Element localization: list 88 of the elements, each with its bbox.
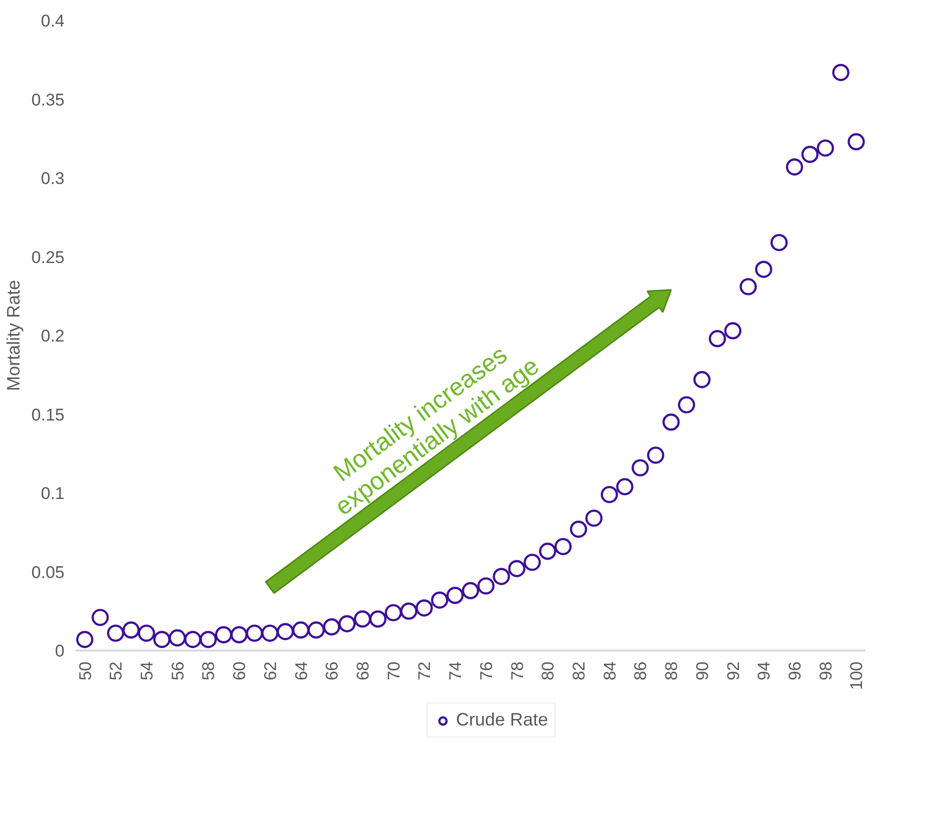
point [168,629,186,646]
point [786,158,804,176]
point [647,446,664,464]
x-tick-label: 98 [816,661,836,680]
point [92,608,109,626]
point [616,478,634,496]
x-tick-label: 50 [76,661,95,680]
x-tick-label: 90 [692,661,712,680]
point [400,602,418,620]
x-tick-label: 92 [724,661,743,680]
x-tick-label: 100 [847,661,866,690]
x-tick-label: 66 [322,661,342,680]
point [816,139,834,157]
x-tick-label: 68 [353,661,372,680]
x-tick-label: 58 [199,661,218,680]
point [431,592,448,609]
x-tick-label: 78 [508,661,527,680]
x-tick-label: 56 [168,661,188,680]
x-tick-label: 64 [292,661,311,680]
point [755,260,772,278]
point [477,577,495,595]
y-tick-label: 0.05 [31,562,65,582]
point [276,623,294,640]
point [740,278,757,296]
point [354,610,372,628]
y-tick-label: 0.15 [31,405,65,424]
x-tick-label: 52 [106,661,126,680]
x-tick-label: 62 [260,661,280,680]
point [122,621,140,639]
point [801,146,819,163]
x-tick-label: 80 [538,661,558,680]
legend-label: Crude Rate [456,710,548,730]
point [585,510,603,527]
x-tick-label: 72 [415,661,434,680]
x-tick-label: 74 [446,661,466,680]
point [215,626,232,644]
y-tick-label: 0.2 [40,326,65,346]
x-tick-label: 76 [476,661,496,680]
x-tick-label: 70 [384,661,404,680]
y-tick-label: 0.25 [31,248,65,267]
y-tick-label: 0 [55,642,65,660]
point [184,630,202,648]
point [724,322,742,340]
point [138,624,156,642]
point [524,554,541,571]
x-tick-label: 84 [600,661,620,680]
point [230,626,248,644]
point [107,624,124,642]
point [662,414,680,431]
point [384,604,402,622]
point [570,520,588,538]
y-tick-label: 0.35 [31,90,65,110]
point [323,618,340,636]
point [446,586,464,604]
point [292,621,310,639]
point [153,630,171,648]
point [848,133,865,150]
point [246,624,264,642]
x-tick-label: 54 [137,661,156,680]
x-tick-label: 96 [786,661,805,680]
y-tick-label: 0.3 [40,169,65,188]
y-tick-label: 0.1 [40,484,65,503]
y-axis-title: Mortality Rate [3,280,24,392]
point [76,630,94,648]
point [261,624,279,642]
x-tick-label: 60 [230,661,250,680]
point [462,582,480,600]
point [308,621,325,639]
y-tick-label: 0.4 [40,12,65,30]
x-tick-label: 86 [631,661,650,680]
point [678,396,696,414]
point [369,610,387,628]
point [708,330,726,348]
point [539,542,556,560]
point [632,459,649,476]
x-tick-label: 88 [662,661,682,680]
point [600,486,618,504]
point [416,599,433,617]
x-tick-label: 94 [754,661,774,680]
x-tick-label: 82 [570,661,589,680]
point [200,630,217,648]
point [492,568,510,586]
point [832,64,850,82]
point [770,234,788,252]
point [338,615,356,632]
point [693,371,711,388]
point [508,560,526,578]
point [554,538,572,556]
